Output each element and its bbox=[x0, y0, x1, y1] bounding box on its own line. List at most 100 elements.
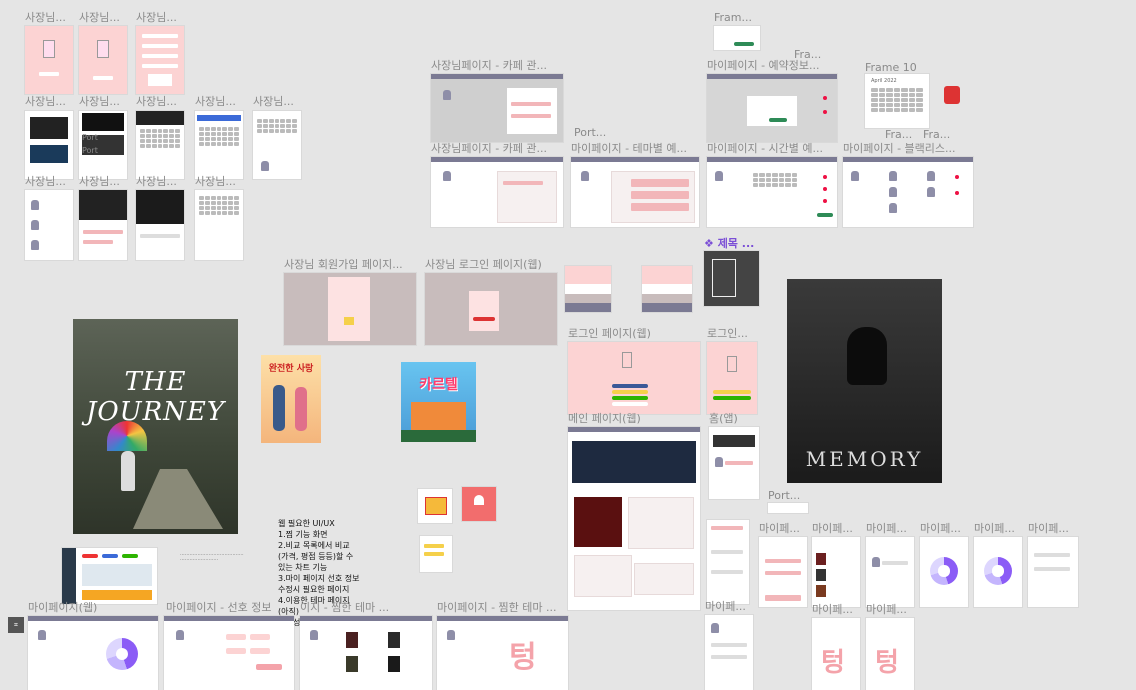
frame-label[interactable]: 사장님페이지 - 카페 관... bbox=[431, 142, 548, 155]
owner-frame-calendar[interactable] bbox=[136, 111, 184, 179]
blacklist-frame[interactable] bbox=[843, 157, 973, 227]
frame-label[interactable]: 사장님 로그인 페이지(웹) bbox=[425, 258, 542, 271]
pref-info-frame[interactable] bbox=[164, 616, 294, 690]
frame-label[interactable]: 마이페이지(웹) bbox=[28, 601, 98, 614]
component-label[interactable]: ❖ 제목 ... bbox=[704, 237, 755, 250]
owner-signup-frame[interactable] bbox=[284, 273, 416, 345]
mypage-chart-frame[interactable] bbox=[974, 537, 1022, 607]
frame-label[interactable]: 사장님... bbox=[136, 95, 177, 108]
frame-label[interactable]: 마이페... bbox=[705, 600, 746, 613]
mypage-frame[interactable] bbox=[759, 537, 807, 607]
journey-poster[interactable]: THE JOURNEY bbox=[73, 319, 238, 534]
login-app-frame[interactable] bbox=[707, 342, 757, 414]
owner-frame-calendar[interactable] bbox=[195, 111, 243, 179]
frame-label[interactable]: 마이페이지 - 테마별 예... bbox=[571, 142, 688, 155]
frame-label[interactable]: Fra... bbox=[923, 128, 951, 141]
empty-liked-frame[interactable]: 텅 bbox=[866, 618, 914, 690]
owner-frame[interactable] bbox=[136, 190, 184, 260]
frame-label[interactable]: 메인 페이지(웹) bbox=[568, 412, 641, 425]
frame-label[interactable]: 마이페이지 - 예약정보... bbox=[707, 59, 820, 72]
dashboard-thumb[interactable] bbox=[62, 548, 157, 604]
calendar-frame[interactable]: April 2022 bbox=[865, 74, 929, 128]
empty-liked-frame[interactable]: 텅 bbox=[812, 618, 860, 690]
owner-frame-photo[interactable]: Port Port bbox=[79, 111, 127, 179]
frame-label[interactable]: Frame 10 bbox=[865, 61, 917, 74]
owner-frame-calendar[interactable] bbox=[195, 190, 243, 260]
frame-label[interactable]: 홈(앱) bbox=[709, 412, 738, 425]
home-app-frame[interactable] bbox=[709, 427, 759, 499]
mypage-chart-frame[interactable] bbox=[920, 537, 968, 607]
small-frame[interactable] bbox=[714, 26, 760, 50]
frame-label[interactable]: 이지 - 찜한 테마 ... bbox=[300, 601, 390, 614]
frame-label[interactable]: 마이페... bbox=[812, 603, 853, 616]
frame-label[interactable]: 마이페... bbox=[812, 522, 853, 535]
owner-frame[interactable] bbox=[25, 26, 73, 94]
liked-theme-frame[interactable] bbox=[300, 616, 432, 690]
mypage-web-frame[interactable] bbox=[28, 616, 158, 690]
perfect-love-poster[interactable]: 완전한 사랑 bbox=[261, 355, 321, 443]
frame-label[interactable]: 마이페... bbox=[920, 522, 961, 535]
liked-theme-empty-frame[interactable]: 텅 bbox=[437, 616, 568, 690]
frame-label[interactable]: 마이페이지 - 찜한 테마 ... bbox=[437, 601, 557, 614]
frame-label[interactable]: 로그인... bbox=[707, 327, 748, 340]
frame-label[interactable]: 마이페... bbox=[759, 522, 800, 535]
frame-label[interactable]: 사장님... bbox=[25, 95, 66, 108]
owner-login-frame[interactable] bbox=[425, 273, 557, 345]
frame-label[interactable]: 사장님... bbox=[25, 11, 66, 24]
cafe-mgmt-frame[interactable] bbox=[431, 74, 563, 142]
icon-tile[interactable] bbox=[418, 489, 452, 523]
theme-reserve-frame[interactable] bbox=[571, 157, 699, 227]
mypage-frame[interactable] bbox=[1028, 537, 1078, 607]
frame-label[interactable]: Fram... bbox=[714, 11, 752, 24]
memory-poster[interactable]: MEMORY bbox=[787, 279, 942, 483]
frame-label[interactable]: 마이페... bbox=[866, 603, 907, 616]
frame-label[interactable]: 마이페이지 - 선호 정보 bbox=[166, 601, 272, 614]
owner-frame-calendar[interactable] bbox=[253, 111, 301, 179]
frame-label: Port bbox=[82, 146, 98, 155]
frame-label[interactable]: 사장님... bbox=[79, 175, 120, 188]
widget-icon[interactable]: ⌗ bbox=[8, 617, 24, 633]
mypage-app-frame[interactable] bbox=[707, 520, 749, 604]
frame-label[interactable]: 마이페... bbox=[866, 522, 907, 535]
owner-frame[interactable] bbox=[136, 26, 184, 94]
mypage-frame[interactable] bbox=[866, 537, 914, 607]
owner-frame[interactable] bbox=[79, 26, 127, 94]
frame-label[interactable]: 사장님페이지 - 카페 관... bbox=[431, 59, 548, 72]
mypage-frame[interactable] bbox=[812, 537, 860, 607]
mypage-app-frame[interactable] bbox=[705, 615, 753, 690]
frame-label[interactable]: 로그인 페이지(웹) bbox=[568, 327, 651, 340]
icon-tile[interactable] bbox=[462, 487, 496, 521]
frame-label[interactable]: 마이페... bbox=[974, 522, 1015, 535]
frame-label[interactable]: Port... bbox=[574, 126, 607, 139]
main-web-frame[interactable] bbox=[568, 427, 700, 610]
frame-label[interactable]: 사장님... bbox=[136, 175, 177, 188]
swatch-frame[interactable] bbox=[565, 266, 611, 312]
frame-label[interactable]: 사장님... bbox=[195, 95, 236, 108]
frame-label[interactable]: 사장님... bbox=[79, 11, 120, 24]
frame-label[interactable]: 사장님 회원가입 페이지... bbox=[284, 258, 403, 271]
reserve-info-frame[interactable] bbox=[707, 74, 837, 142]
frame-label[interactable]: 마이페... bbox=[1028, 522, 1069, 535]
frame-label[interactable]: 사장님... bbox=[136, 11, 177, 24]
login-web-frame[interactable] bbox=[568, 342, 700, 414]
frame-label[interactable]: 사장님... bbox=[79, 95, 120, 108]
title-component[interactable] bbox=[704, 251, 759, 306]
frame-label[interactable]: 사장님... bbox=[195, 175, 236, 188]
frame-label[interactable]: 마이페이지 - 시간별 예... bbox=[707, 142, 824, 155]
cafe-mgmt-frame[interactable] bbox=[431, 157, 563, 227]
small-frame[interactable] bbox=[768, 503, 808, 513]
frame-label[interactable]: 마이페이지 - 블랙리스... bbox=[843, 142, 956, 155]
door-icon bbox=[622, 352, 632, 368]
frame-label[interactable]: 사장님... bbox=[253, 95, 294, 108]
carnival-poster[interactable]: 카르텔 bbox=[401, 362, 476, 442]
owner-frame-photo[interactable] bbox=[25, 111, 73, 179]
frame-label[interactable]: 사장님... bbox=[25, 175, 66, 188]
small-frame[interactable] bbox=[420, 536, 452, 572]
swatch-frame[interactable] bbox=[642, 266, 692, 312]
owner-frame[interactable] bbox=[25, 190, 73, 260]
owner-frame[interactable] bbox=[79, 190, 127, 260]
frame-label[interactable]: Fra... bbox=[794, 48, 822, 61]
frame-label[interactable]: Port... bbox=[768, 489, 801, 502]
frame-label[interactable]: Fra... bbox=[885, 128, 913, 141]
time-reserve-frame[interactable] bbox=[707, 157, 837, 227]
